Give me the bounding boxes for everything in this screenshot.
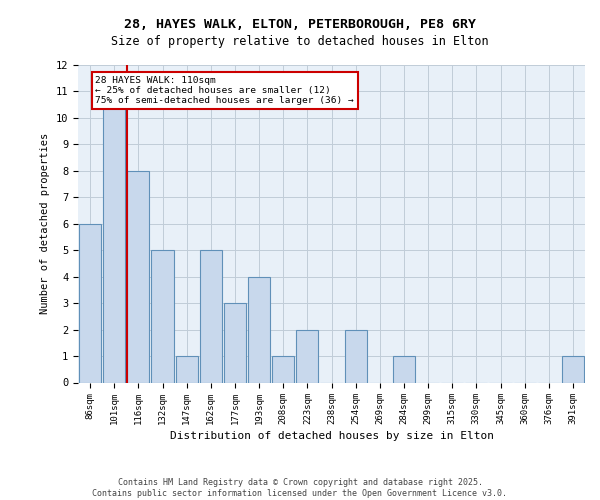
Text: 28 HAYES WALK: 110sqm
← 25% of detached houses are smaller (12)
75% of semi-deta: 28 HAYES WALK: 110sqm ← 25% of detached … [95,76,354,106]
Bar [296,330,319,382]
Text: Contains HM Land Registry data © Crown copyright and database right 2025.
Contai: Contains HM Land Registry data © Crown c… [92,478,508,498]
Bar [248,276,270,382]
Text: 28, HAYES WALK, ELTON, PETERBOROUGH, PE8 6RY: 28, HAYES WALK, ELTON, PETERBOROUGH, PE8… [124,18,476,30]
Bar [344,330,367,382]
Bar [127,171,149,382]
Bar [224,303,246,382]
Bar [272,356,295,382]
Bar [393,356,415,382]
Bar [79,224,101,382]
X-axis label: Distribution of detached houses by size in Elton: Distribution of detached houses by size … [170,432,493,442]
Bar [562,356,584,382]
Y-axis label: Number of detached properties: Number of detached properties [40,133,50,314]
Bar [103,92,125,383]
Bar [151,250,173,382]
Text: Size of property relative to detached houses in Elton: Size of property relative to detached ho… [111,35,489,48]
Bar [176,356,198,382]
Bar [200,250,222,382]
